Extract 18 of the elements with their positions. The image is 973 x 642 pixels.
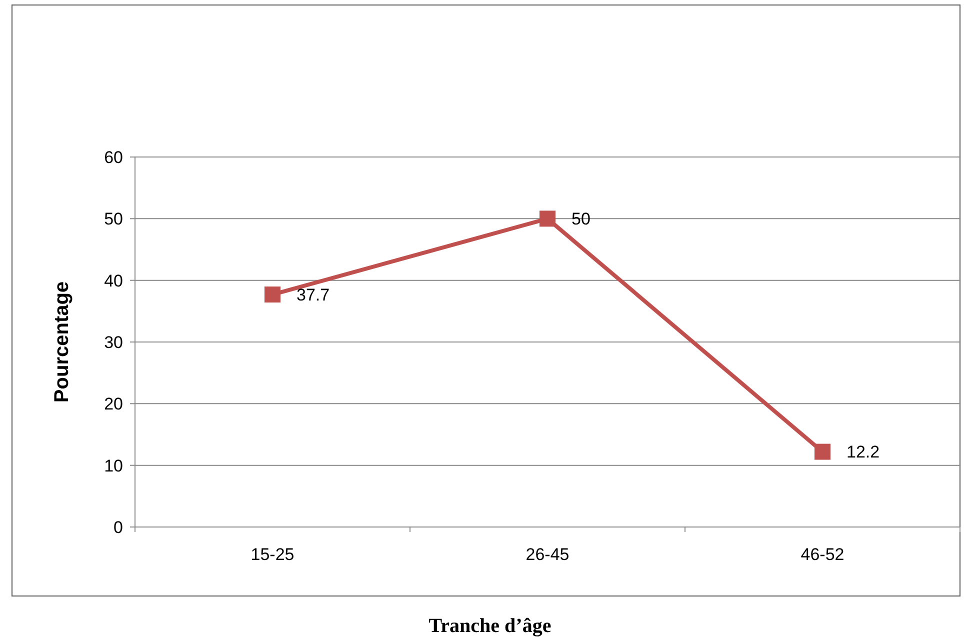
- y-tick-label: 10: [104, 456, 123, 476]
- x-tick-label: 26-45: [526, 545, 570, 564]
- y-tick-label: 40: [104, 271, 123, 290]
- y-tick-label: 30: [104, 332, 123, 352]
- x-axis-title: Tranche d’âge: [428, 615, 552, 637]
- y-tick-label: 0: [114, 518, 123, 537]
- y-tick-label: 60: [104, 148, 123, 167]
- x-tick-label: 46-52: [800, 545, 844, 564]
- data-label: 12.2: [846, 442, 880, 462]
- point: [540, 210, 556, 227]
- y-tick-label: 20: [104, 394, 123, 414]
- data-label: 50: [572, 210, 590, 229]
- point: [264, 286, 280, 303]
- data-label: 37.7: [296, 285, 330, 304]
- y-axis-title: Pourcentage: [51, 281, 73, 403]
- point: [814, 444, 830, 460]
- x-tick-label: 15-25: [250, 545, 294, 564]
- y-tick-label: 50: [104, 210, 123, 229]
